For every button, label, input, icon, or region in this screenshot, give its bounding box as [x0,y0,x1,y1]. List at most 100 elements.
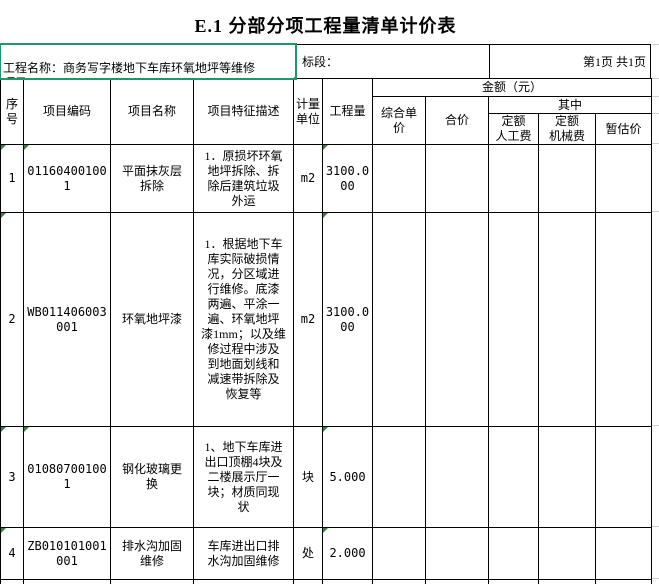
cell-empty[interactable] [372,579,426,584]
info-row: 标段： 第1页 共1页 工程名称：商务写字楼地下车库环氧地坪等维修 项目 [0,43,651,80]
cell-unit[interactable]: m2 [293,144,323,213]
cell-empty[interactable] [322,579,373,584]
cell-total-price[interactable] [425,144,489,213]
col-header-seq[interactable]: 序 号 [0,78,24,145]
cell-empty[interactable] [538,579,596,584]
col-header-machine-fee[interactable]: 定额 机械费 [538,113,596,145]
cell-machine-fee[interactable] [538,426,596,528]
table-row-partial [0,579,652,584]
error-indicator-icon [323,528,328,533]
cell-total-price[interactable] [425,426,489,528]
cell-code[interactable]: WB011406003 001 [23,212,111,427]
cell-machine-fee[interactable] [538,144,596,213]
cell-labor-fee[interactable] [488,426,539,528]
col-header-code[interactable]: 项目编码 [23,78,111,145]
cell-unit-price[interactable] [372,527,426,580]
cell-estimate[interactable] [595,426,652,528]
cell-empty[interactable] [193,579,294,584]
sheet-title[interactable]: E.1 分部分项工程量清单计价表 [194,16,457,36]
page-indicator: 第1页 共1页 [582,55,646,69]
cell-feature-desc[interactable]: 1．根据地下车 库实际破损情 况，分区域进 行维修。底漆 两遍、平涂一 遍、环氧… [193,212,294,427]
header-row-1: 序 号 项目编码 项目名称 项目特征描述 计量 单位 工程量 金额（元） [0,78,652,145]
cell-code[interactable]: ZB010101001 001 [23,527,111,580]
cell-feature-desc[interactable]: 车库进出口排 水沟加固维修 [193,527,294,580]
cell-total-price[interactable] [425,212,489,427]
col-header-labor-fee[interactable]: 定额 人工费 [488,113,539,145]
cell-machine-fee[interactable] [538,527,596,580]
cell-unit-price[interactable] [372,144,426,213]
gridline [652,526,659,527]
col-header-unit[interactable]: 计量 单位 [293,78,323,145]
error-indicator-icon [24,427,29,432]
cell-feature-desc[interactable]: 1、地下车库进 出口顶棚4块及 二楼展示厅一 块；材质同现 状 [193,426,294,528]
cell-quantity[interactable]: 2.000 [322,527,373,580]
cell-labor-fee[interactable] [488,527,539,580]
col-header-total-price[interactable]: 合价 [425,96,489,145]
cell-quantity[interactable]: 5.000 [322,426,373,528]
project-name-cell-selected[interactable]: 工程名称：商务写字楼地下车库环氧地坪等维修 项目 [0,43,297,80]
gridline [652,143,659,144]
error-indicator-icon [323,427,328,432]
cell-empty[interactable] [0,579,24,584]
cell-labor-fee[interactable] [488,144,539,213]
cell-empty[interactable] [110,579,194,584]
cell-code[interactable]: 01080700100 1 [23,426,111,528]
col-header-estimate[interactable]: 暂估价 [595,113,652,145]
cell-empty[interactable] [293,579,323,584]
col-header-amount[interactable]: 金额（元） [372,78,652,97]
error-indicator-icon [1,427,6,432]
selection-fill-handle[interactable] [293,76,295,78]
col-header-feature[interactable]: 项目特征描述 [193,78,294,145]
gridline [652,44,659,45]
cell-quantity[interactable]: 3100.0 00 [322,144,373,213]
gridline [652,211,659,212]
error-indicator-icon [323,145,328,150]
cell-quantity[interactable]: 3100.0 00 [322,212,373,427]
bid-section-cell[interactable]: 标段： [296,45,489,79]
cell-estimate[interactable] [595,212,652,427]
cell-estimate[interactable] [595,144,652,213]
col-header-among[interactable]: 其中 [488,96,652,114]
cell-unit[interactable]: 处 [293,527,323,580]
cell-seq[interactable]: 1 [0,144,24,213]
cell-name[interactable]: 排水沟加固 维修 [110,527,194,580]
col-header-unit-price[interactable]: 综合单 价 [372,96,426,145]
cell-empty[interactable] [425,579,489,584]
gridline [652,113,659,114]
col-header-quantity[interactable]: 工程量 [322,78,373,145]
cell-name[interactable]: 钢化玻璃更 换 [110,426,194,528]
cell-unit[interactable]: 块 [293,426,323,528]
cell-feature-desc[interactable]: 1．原损坏环氧 地坪拆除、拆 除后建筑垃圾 外运 [193,144,294,213]
error-indicator-icon [1,528,6,533]
header-row-2: 综合单 价 合价 其中 [1,96,652,145]
cell-empty[interactable] [488,579,539,584]
col-header-name[interactable]: 项目名称 [110,78,194,145]
error-indicator-icon [1,145,6,150]
gridline [652,578,659,579]
table-row: 2 WB011406003 001 环氧地坪漆 1．根据地下车 库实际破损情 况… [0,212,652,427]
page-indicator-cell[interactable]: 第1页 共1页 [489,45,651,79]
cell-labor-fee[interactable] [488,212,539,427]
cell-machine-fee[interactable] [538,212,596,427]
cell-unit-price[interactable] [372,426,426,528]
error-indicator-icon [323,213,328,218]
cell-seq[interactable]: 2 [0,212,24,427]
cell-estimate[interactable] [595,527,652,580]
cell-unit[interactable]: m2 [293,212,323,427]
cell-code[interactable]: 01160400100 1 [23,144,111,213]
gridline [652,78,659,79]
cell-seq[interactable]: 4 [0,527,24,580]
bid-section-label: 标段： [302,55,339,69]
project-name-text: 工程名称：商务写字楼地下车库环氧地坪等维修 项目 [3,61,256,78]
cell-seq[interactable]: 3 [0,426,24,528]
cell-empty[interactable] [23,579,111,584]
cell-total-price[interactable] [425,527,489,580]
cell-name[interactable]: 环氧地坪漆 [110,212,194,427]
cell-name[interactable]: 平面抹灰层 拆除 [110,144,194,213]
boq-table: 序 号 项目编码 项目名称 项目特征描述 计量 单位 工程量 金额（元） 综合单… [0,78,652,584]
error-indicator-icon [24,145,29,150]
cell-unit-price[interactable] [372,212,426,427]
gridline [652,425,659,426]
cell-empty[interactable] [595,579,652,584]
